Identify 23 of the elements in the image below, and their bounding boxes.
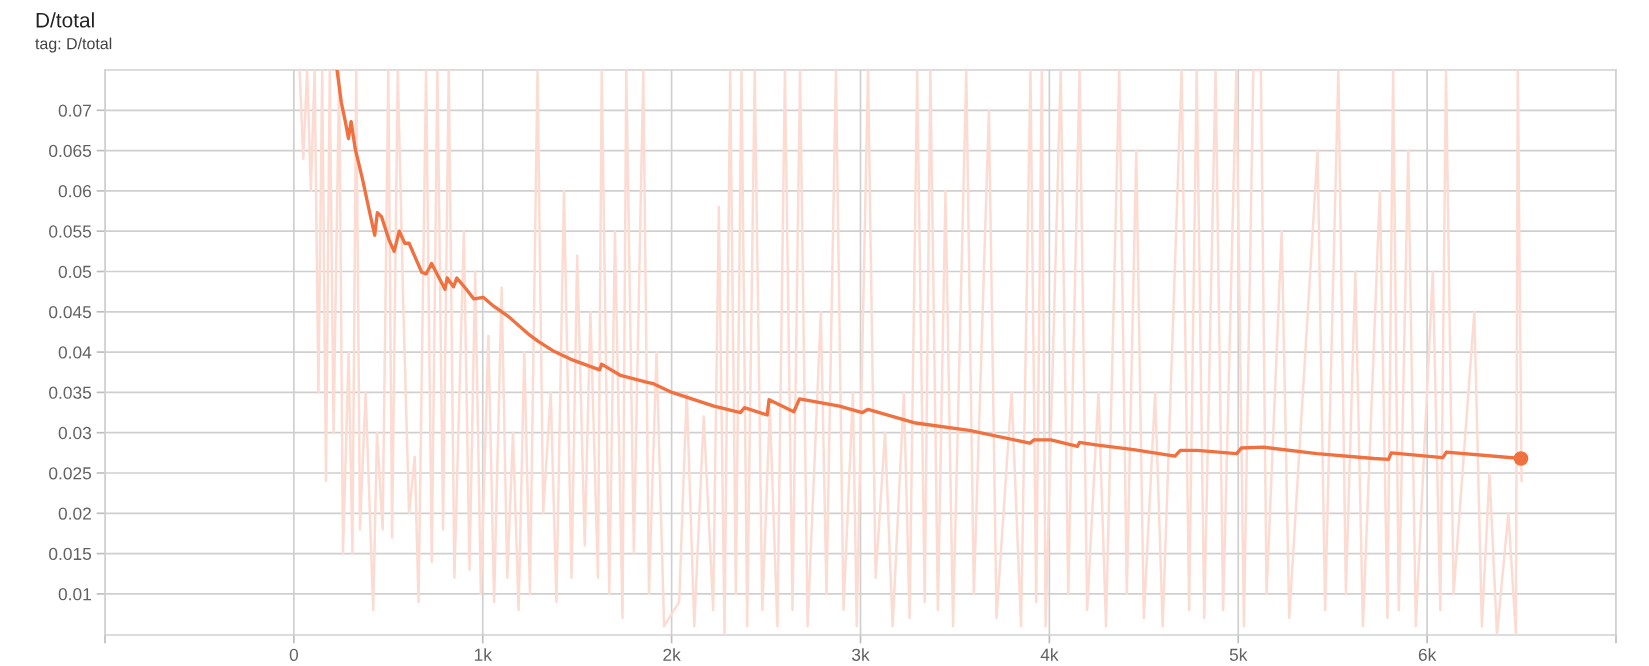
chart-subtitle: tag: D/total bbox=[35, 37, 112, 53]
y-tick-label: 0.015 bbox=[49, 547, 92, 561]
x-tick-label: 4k bbox=[1040, 648, 1059, 661]
y-tick-label: 0.06 bbox=[58, 185, 92, 198]
y-tick-label: 0.045 bbox=[49, 305, 92, 319]
y-tick-label: 0.03 bbox=[58, 426, 92, 440]
y-tick-label: 0.065 bbox=[49, 144, 92, 158]
y-tick-label: 0.02 bbox=[58, 507, 91, 520]
y-tick-label: 0.07 bbox=[58, 104, 91, 117]
x-tick-label: 3k bbox=[851, 648, 870, 661]
y-tick-label: 0.055 bbox=[49, 225, 92, 238]
y-tick-label: 0.035 bbox=[49, 386, 92, 399]
y-tick-label: 0.05 bbox=[58, 265, 92, 278]
chart-title: D/total bbox=[36, 12, 94, 28]
y-tick-label: 0.025 bbox=[49, 467, 92, 480]
y-tick-label: 0.04 bbox=[58, 346, 92, 359]
y-tick-label: 0.01 bbox=[58, 588, 91, 601]
x-tick-label: 0 bbox=[289, 648, 299, 661]
line-series bbox=[298, 70, 1523, 635]
x-tick-label: 6k bbox=[1418, 648, 1437, 661]
x-tick-label: 2k bbox=[663, 648, 681, 661]
x-tick-label: 1k bbox=[474, 648, 492, 661]
x-tick-label: 5k bbox=[1229, 648, 1248, 661]
